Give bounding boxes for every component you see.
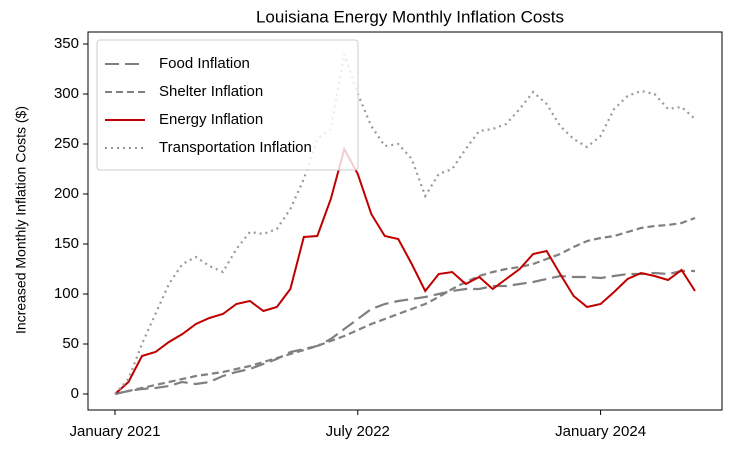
y-tick-label: 0 bbox=[71, 385, 79, 402]
legend-box bbox=[96, 39, 359, 171]
legend-label: Shelter Inflation bbox=[159, 83, 263, 100]
line-series bbox=[114, 53, 696, 395]
line-series bbox=[114, 216, 696, 396]
legend-label: Food Inflation bbox=[159, 55, 250, 72]
x-tick-label: January 2024 bbox=[555, 423, 646, 440]
chart-title: Louisiana Energy Monthly Inflation Costs bbox=[256, 7, 564, 26]
x-tick-label: January 2021 bbox=[70, 423, 161, 440]
y-tick-label: 350 bbox=[54, 35, 79, 52]
y-tick-label: 250 bbox=[54, 135, 79, 152]
y-tick-label: 200 bbox=[54, 185, 79, 202]
x-tick-label: July 2022 bbox=[326, 423, 390, 440]
line-series bbox=[114, 146, 696, 395]
y-tick-label: 300 bbox=[54, 85, 79, 102]
legend-label: Transportation Inflation bbox=[159, 139, 312, 156]
y-tick-label: 100 bbox=[54, 285, 79, 302]
plot-frame bbox=[87, 31, 723, 411]
y-tick-label: 150 bbox=[54, 235, 79, 252]
legend-label: Energy Inflation bbox=[159, 111, 263, 128]
y-axis-label: Increased Monthly Inflation Costs ($) bbox=[13, 106, 29, 334]
y-tick-label: 50 bbox=[62, 335, 79, 352]
line-series bbox=[114, 269, 696, 396]
